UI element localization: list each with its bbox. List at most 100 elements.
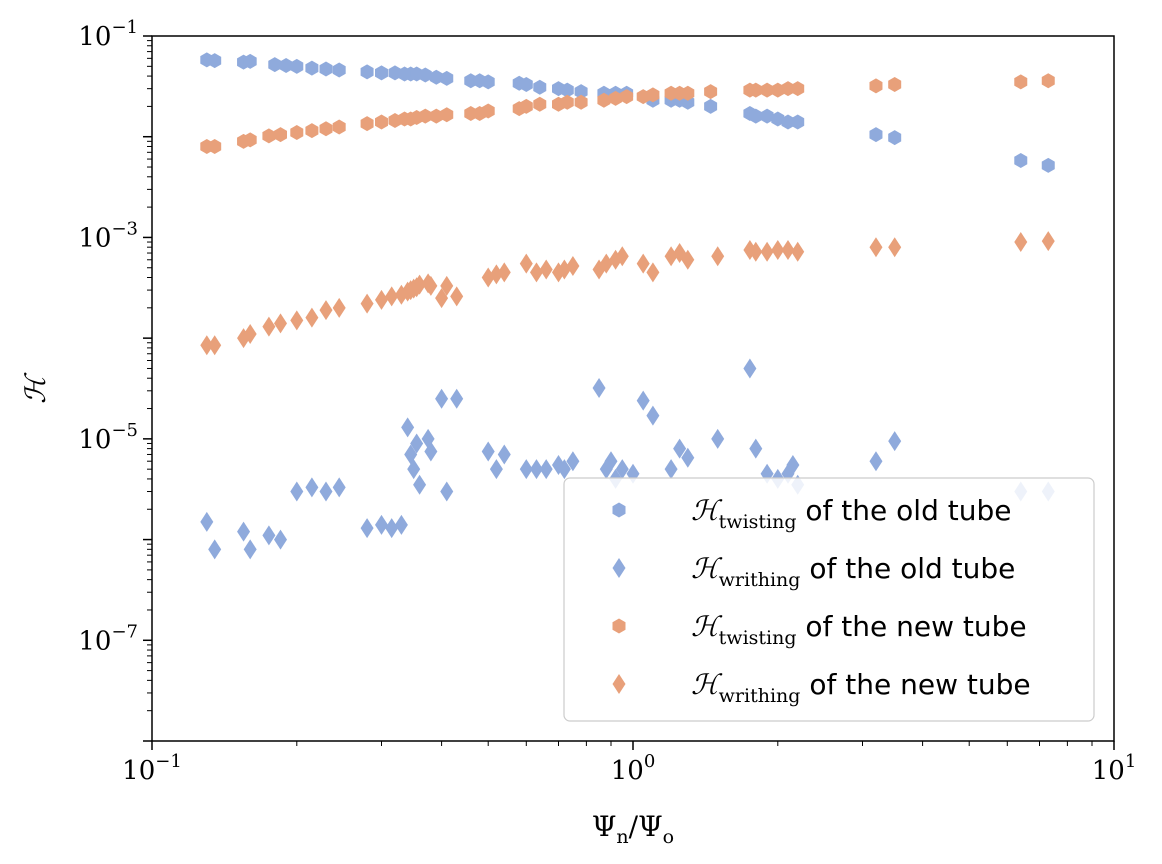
legend-label: ℋtwisting of the new tube <box>691 610 1027 649</box>
data-point <box>385 518 399 539</box>
data-point <box>268 57 282 73</box>
data-point <box>615 246 629 267</box>
data-point <box>760 241 774 262</box>
data-point <box>704 98 718 114</box>
data-point <box>413 474 427 495</box>
data-point <box>401 417 415 438</box>
data-point <box>869 78 883 94</box>
legend-label: ℋwrithing of the old tube <box>691 552 1015 591</box>
data-point <box>440 70 454 86</box>
data-point <box>681 447 695 468</box>
x-axis-label-base: Ψ <box>592 810 617 843</box>
data-point <box>274 313 288 334</box>
data-point <box>743 358 757 379</box>
data-point <box>1014 74 1028 90</box>
data-point <box>636 390 650 411</box>
x-axis-label-sub2: o <box>663 826 674 848</box>
data-point <box>410 433 424 454</box>
data-point <box>781 240 795 261</box>
data-point <box>1014 232 1028 253</box>
data-point <box>749 108 763 124</box>
data-point <box>529 262 543 283</box>
data-point <box>375 65 388 81</box>
y-tick-label: 10−5 <box>78 420 138 455</box>
legend-label-symbol: ℋ <box>691 552 723 585</box>
x-tick-label: 10−1 <box>122 751 182 786</box>
data-point <box>681 249 695 270</box>
y-tick-exponent: −3 <box>111 218 138 239</box>
data-point <box>1041 73 1055 89</box>
data-point <box>360 64 374 80</box>
data-point <box>557 459 571 480</box>
data-point <box>566 256 580 277</box>
y-tick-exponent: −7 <box>111 621 138 642</box>
data-point <box>489 459 503 480</box>
legend-marker <box>612 674 626 694</box>
data-point <box>519 459 533 480</box>
legend-label-symbol: ℋ <box>691 494 723 527</box>
data-point <box>319 121 333 137</box>
data-point <box>749 82 763 98</box>
y-axis-label: ℋ <box>19 372 52 404</box>
plot-frame <box>151 35 1115 742</box>
legend-box <box>563 477 1095 722</box>
data-point <box>519 76 533 92</box>
x-axis-label-sub1: n <box>616 826 628 848</box>
y-tick-exponent: −1 <box>111 17 138 38</box>
data-point <box>888 130 902 146</box>
data-point <box>374 514 388 535</box>
data-point <box>237 521 251 542</box>
data-point <box>888 431 902 452</box>
y-tick-label: 10−7 <box>78 621 138 656</box>
x-axis-label-mid: /Ψ <box>629 810 663 843</box>
data-point <box>243 539 257 560</box>
data-point <box>319 300 333 321</box>
data-point <box>539 459 553 480</box>
data-point <box>646 405 660 426</box>
x-tick-base: 10 <box>611 756 644 786</box>
data-point <box>274 127 287 143</box>
data-point <box>1014 153 1028 169</box>
data-point <box>290 481 304 502</box>
data-point <box>1041 157 1055 173</box>
legend-label-symbol: ℋ <box>691 668 723 701</box>
data-point <box>305 477 319 498</box>
data-point <box>332 477 346 498</box>
data-point <box>262 128 276 144</box>
x-tick-exponent: 0 <box>644 751 655 772</box>
data-point <box>290 58 304 74</box>
data-point <box>791 81 805 97</box>
legend-entry: ℋwrithing of the old tube <box>612 552 1015 591</box>
data-point <box>332 297 346 318</box>
legend-label-symbol: ℋ <box>691 610 723 643</box>
data-point <box>497 444 511 465</box>
data-point <box>208 335 222 356</box>
legend-label-subscript: twisting <box>719 511 797 533</box>
series-3 <box>200 231 1055 356</box>
x-tick-exponent: 1 <box>1125 751 1136 772</box>
legend-label-text: of the old tube <box>800 552 1015 585</box>
data-point <box>375 114 388 130</box>
x-axis-label: Ψn/Ψo <box>592 810 674 848</box>
data-point <box>646 87 660 103</box>
y-tick-base: 10 <box>78 22 111 52</box>
data-point <box>440 481 454 502</box>
data-point <box>1041 231 1055 252</box>
data-point <box>305 60 319 76</box>
data-point <box>519 98 533 114</box>
data-point <box>711 246 725 267</box>
data-point <box>407 459 421 480</box>
data-point <box>208 539 222 560</box>
data-point <box>771 111 785 127</box>
data-point <box>332 119 346 135</box>
data-point <box>208 53 222 69</box>
data-point <box>413 274 427 295</box>
data-point <box>592 377 606 398</box>
x-tick-base: 10 <box>1092 756 1125 786</box>
series-2 <box>200 73 1055 154</box>
y-tick-base: 10 <box>78 425 111 455</box>
data-point <box>771 240 785 261</box>
data-point <box>560 94 574 110</box>
